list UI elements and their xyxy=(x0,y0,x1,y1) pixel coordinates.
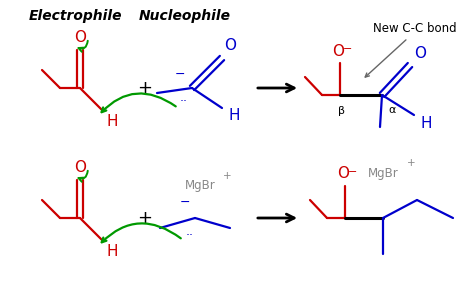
Text: α: α xyxy=(388,105,396,115)
Text: +: + xyxy=(137,79,153,97)
Text: β: β xyxy=(338,106,346,116)
Text: H: H xyxy=(106,114,118,128)
Text: O: O xyxy=(74,30,86,46)
Text: O: O xyxy=(414,46,426,60)
Text: O: O xyxy=(224,38,236,54)
Text: Nucleophile: Nucleophile xyxy=(139,9,231,23)
Text: MgBr: MgBr xyxy=(368,167,398,179)
FancyArrowPatch shape xyxy=(79,41,88,52)
FancyArrowPatch shape xyxy=(365,40,406,77)
Text: O: O xyxy=(332,44,344,58)
Text: O: O xyxy=(337,165,349,181)
Text: H: H xyxy=(106,243,118,258)
Text: Electrophile: Electrophile xyxy=(28,9,122,23)
Text: +: + xyxy=(223,171,231,181)
Text: ··: ·· xyxy=(186,229,194,243)
FancyArrowPatch shape xyxy=(102,224,181,242)
Text: +: + xyxy=(137,209,153,227)
FancyArrowPatch shape xyxy=(258,214,294,222)
Text: +: + xyxy=(407,158,415,168)
FancyArrowPatch shape xyxy=(101,93,176,112)
Text: H: H xyxy=(420,116,432,131)
Text: MgBr: MgBr xyxy=(185,179,215,193)
FancyArrowPatch shape xyxy=(79,171,88,182)
Text: O: O xyxy=(74,161,86,176)
Text: −: − xyxy=(175,68,185,80)
Text: H: H xyxy=(228,108,240,123)
Text: ··: ·· xyxy=(180,95,188,108)
Text: New C-C bond: New C-C bond xyxy=(373,21,457,35)
FancyArrowPatch shape xyxy=(258,84,294,92)
Text: −: − xyxy=(180,195,190,209)
Text: −: − xyxy=(348,167,358,177)
Text: −: − xyxy=(343,44,353,54)
